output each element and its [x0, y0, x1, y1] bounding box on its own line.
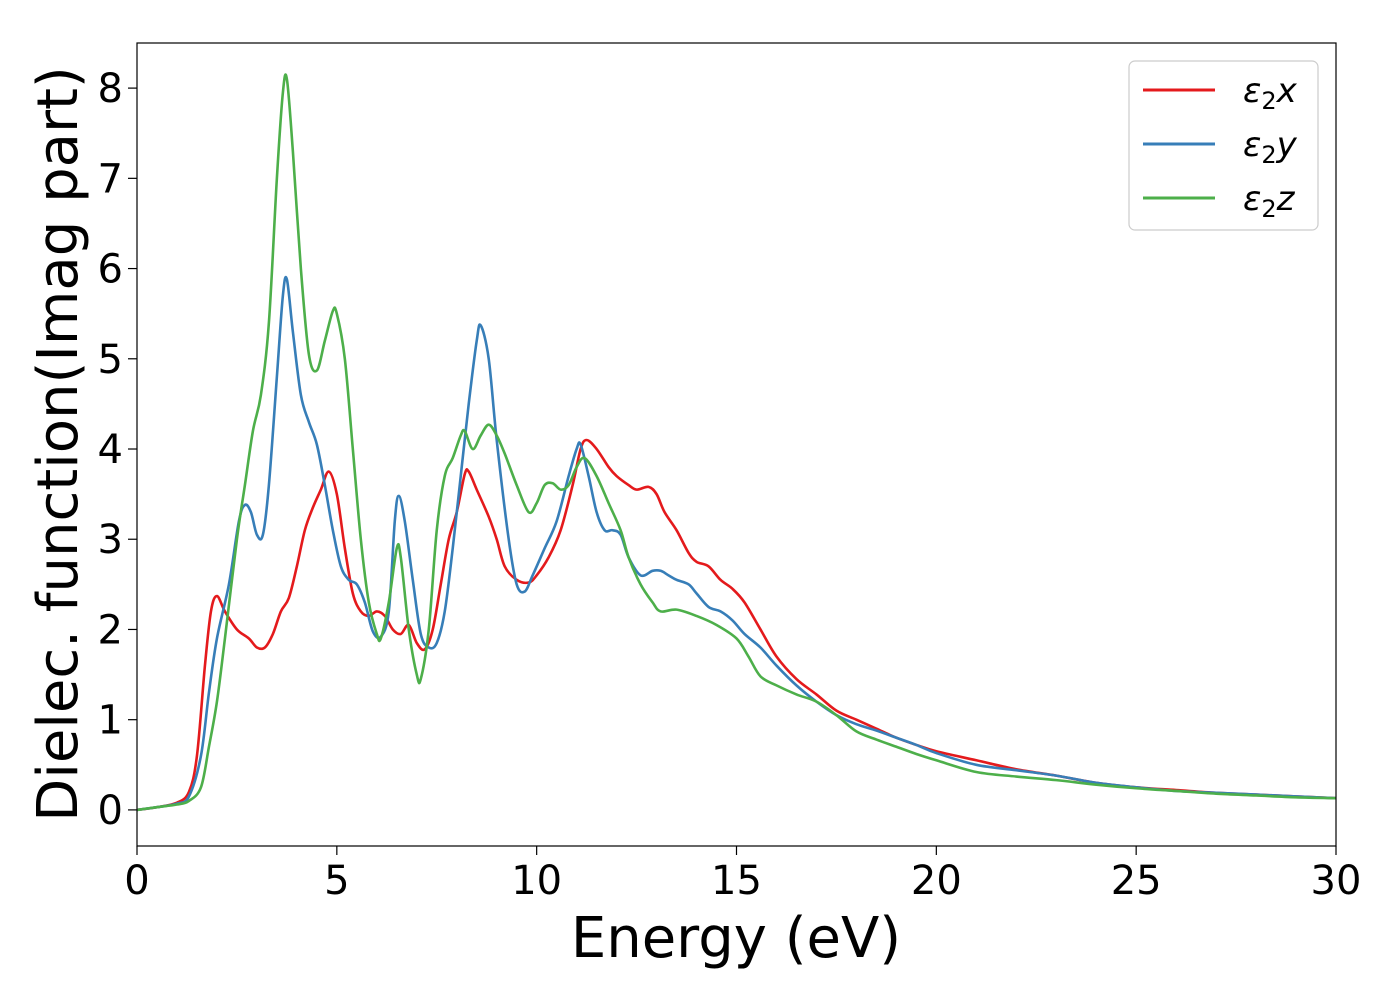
- x-tick-label: 5: [324, 858, 349, 904]
- x-tick-label: 15: [711, 858, 762, 904]
- y-tick-label: 5: [98, 337, 123, 383]
- y-axis-title: Dielec. function(Imag part): [26, 66, 91, 822]
- y-tick-label: 2: [98, 607, 123, 653]
- series-line-x: [137, 438, 1336, 812]
- series-layer: [137, 73, 1336, 812]
- x-tick-label: 30: [1311, 858, 1362, 904]
- x-tick-label: 25: [1111, 858, 1162, 904]
- y-tick-label: 7: [98, 156, 123, 202]
- y-tick-label: 4: [98, 427, 123, 473]
- y-tick-label: 3: [98, 517, 123, 563]
- legend: ε2x ε2y ε2z: [1128, 60, 1319, 231]
- x-tick-label: 20: [911, 858, 962, 904]
- y-tick-label: 8: [98, 66, 123, 112]
- tick-layer: 0 5 10 15 20 25 30 0 1 2 3 4 5 6 7 8: [98, 66, 1362, 904]
- legend-label-z: ε2z: [1243, 179, 1296, 223]
- series-line-z: [137, 73, 1336, 812]
- legend-label-x: ε2x: [1243, 71, 1298, 115]
- legend-label-y: ε2y: [1243, 125, 1298, 169]
- y-tick-label: 6: [98, 247, 123, 293]
- x-tick-label: 0: [124, 858, 149, 904]
- x-axis-title: Energy (eV): [571, 906, 901, 971]
- y-tick-label: 0: [98, 788, 123, 834]
- x-tick-label: 10: [511, 858, 562, 904]
- legend-frame: [1128, 60, 1319, 231]
- y-tick-label: 1: [98, 698, 123, 744]
